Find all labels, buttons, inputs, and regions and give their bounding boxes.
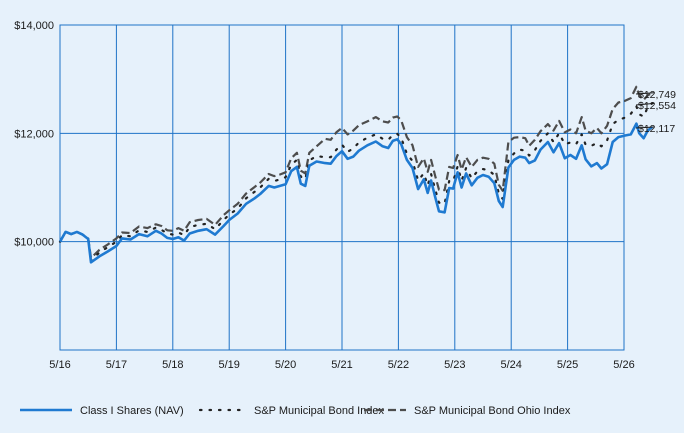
end-label-leader [635,126,655,129]
end-value-label: $12,554 [638,100,676,112]
series-line-1 [58,102,654,262]
legend: Class I Shares (NAV) S&P Municipal Bond I… [20,405,571,417]
series-line-2 [59,85,653,259]
y-tick-label: $14,000 [14,20,54,32]
series-line-0 [58,122,654,264]
x-tick-label: 5/19 [218,359,239,371]
plot-area [59,24,625,351]
x-tick-label: 5/21 [331,359,352,371]
y-tick-label: $12,000 [14,128,54,140]
x-tick-label: 5/17 [106,359,127,371]
x-tick-label: 5/24 [500,359,521,371]
end-value-label: $12,749 [638,89,676,101]
x-tick-label: 5/26 [613,359,634,371]
y-axis-tick-labels: $14,000 $12,000 $10,000 [14,20,54,249]
legend-label: Class I Shares (NAV) [80,405,184,417]
legend-label: S&P Municipal Bond Ohio Index [414,405,571,417]
x-tick-label: 5/20 [275,359,296,371]
x-tick-label: 5/23 [444,359,465,371]
end-label-leader [635,102,655,106]
end-value-label: $12,117 [638,123,675,135]
end-label-leader [635,92,655,95]
end-value-labels: $12,749$12,554 $12,117 [635,89,676,135]
y-tick-label: $10,000 [14,237,54,249]
x-tick-label: 5/18 [162,359,183,371]
series-lines [58,85,654,264]
x-tick-label: 5/25 [557,359,578,371]
legend-label: S&P Municipal Bond Index [254,405,385,417]
x-axis-tick-labels: 5/16 5/17 5/18 5/19 5/20 5/21 5/22 5/23 5/24 5/25… [49,359,634,371]
x-tick-label: 5/22 [388,359,409,371]
x-tick-label: 5/16 [49,359,70,371]
grid-lines [59,24,625,350]
